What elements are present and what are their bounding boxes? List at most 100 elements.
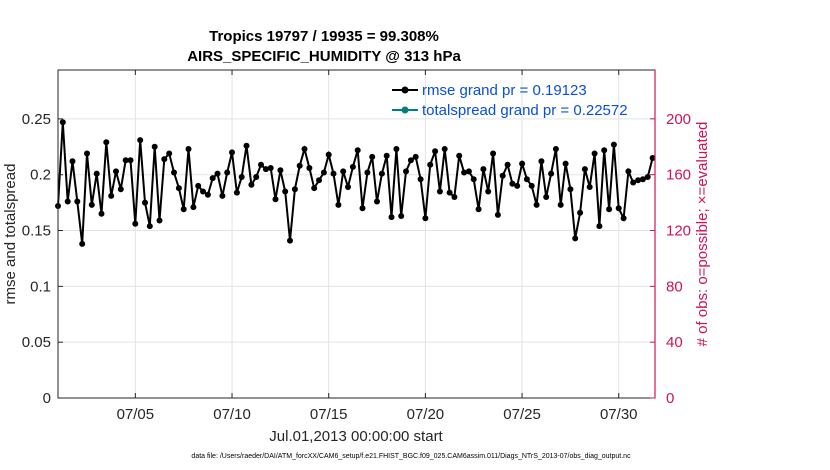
rmse-point [209,175,216,182]
y-right-tick-label: 200 [666,111,691,128]
rmse-point [572,235,579,242]
x-tick-label: 07/05 [117,406,155,423]
rmse-point [64,198,71,205]
rmse-point [243,142,250,149]
rmse-point [84,150,90,157]
rmse-point [88,201,95,208]
y-tick-label: 0.25 [22,111,51,128]
rmse-point [649,155,656,161]
rmse-point [523,176,530,183]
rmse-point [441,146,448,152]
rmse-point [606,206,613,213]
rmse-point [180,206,187,213]
rmse-point [359,205,366,212]
rmse-point [349,163,356,170]
rmse-point [132,220,139,227]
rmse-point [383,152,390,159]
rmse-point [262,166,269,173]
rmse-point [519,160,526,167]
rmse-point [596,223,603,230]
rmse-point [630,179,637,186]
rmse-point [175,185,182,192]
rmse-point [142,199,148,206]
rmse-point [59,119,66,126]
rmse-point [432,148,439,155]
y-right-tick-label: 120 [666,223,691,240]
rmse-point [296,162,303,169]
rmse-point [548,170,555,177]
rmse-point [393,146,400,152]
rmse-point [528,182,535,189]
rmse-point [171,169,177,176]
rmse-point [345,184,351,190]
rmse-point [311,185,318,192]
rmse-point [185,146,192,152]
rmse-point [335,201,342,208]
rmse-point [108,192,115,199]
rmse-point [398,213,405,219]
rmse-point [374,198,380,205]
y-right-tick-label: 0 [666,390,674,407]
rmse-point [156,217,163,224]
rmse-point [151,143,158,150]
y-right-tick-label: 160 [666,167,691,184]
chart-title: Tropics 19797 / 19935 = 99.308% [209,28,439,45]
rmse-point [316,177,322,184]
rmse-point [427,161,434,168]
rmse-point [137,137,144,144]
rmse-point [470,176,477,183]
rmse-point [412,153,419,160]
rmse-point [166,150,173,157]
rmse-point [509,180,516,187]
rmse-point [557,201,564,208]
rmse-point [267,165,274,171]
rmse-point [601,147,608,154]
rmse-point [577,209,584,216]
rmse-point [552,146,559,152]
rmse-point [354,147,361,154]
rmse-point [514,182,521,189]
x-axis-label: Jul.01,2013 00:00:00 start [269,428,443,445]
rmse-point [610,141,617,148]
rmse-point [407,157,414,164]
rmse-point [204,191,211,198]
rmse-point [625,168,632,175]
series-layer [55,119,656,247]
rmse-point [301,146,308,152]
rmse-point [369,153,376,160]
rmse-point [639,176,646,183]
rmse-point [79,240,86,247]
rmse-point [581,166,588,173]
rmse-point [224,169,231,176]
rmse-point [451,194,458,200]
axes: 07/05 07/10 07/15 07/20 07/25 07/30 0 0.05 0.1 0.… [22,70,691,423]
rmse-point [499,172,506,179]
rmse-point [591,150,598,157]
rmse-point [586,184,593,190]
rmse-point [69,158,76,165]
rmse-line [57,122,654,245]
rmse-point [615,205,622,212]
rmse-point [494,211,501,218]
legend: rmse grand pr = 0.19123 totalspread grand… [392,82,628,119]
y-tick-label: 0.2 [30,167,51,184]
rmse-point [287,237,293,244]
y-tick-label: 0.1 [30,278,51,295]
rmse-point [417,176,424,183]
rmse-point [562,160,569,167]
rmse-point [644,174,651,180]
rmse-point [113,168,119,175]
rmse-point [214,170,221,177]
grid [58,70,655,398]
y-axis-label: rmse and totalspread [2,164,19,305]
legend-totalspread-marker [401,106,409,114]
rmse-point [388,214,395,221]
rmse-point [480,166,487,173]
y-tick-label: 0.15 [22,223,51,240]
rmse-point [195,182,202,189]
rmse-point [229,149,235,156]
rmse-point [306,165,313,171]
rmse-point [378,170,385,177]
